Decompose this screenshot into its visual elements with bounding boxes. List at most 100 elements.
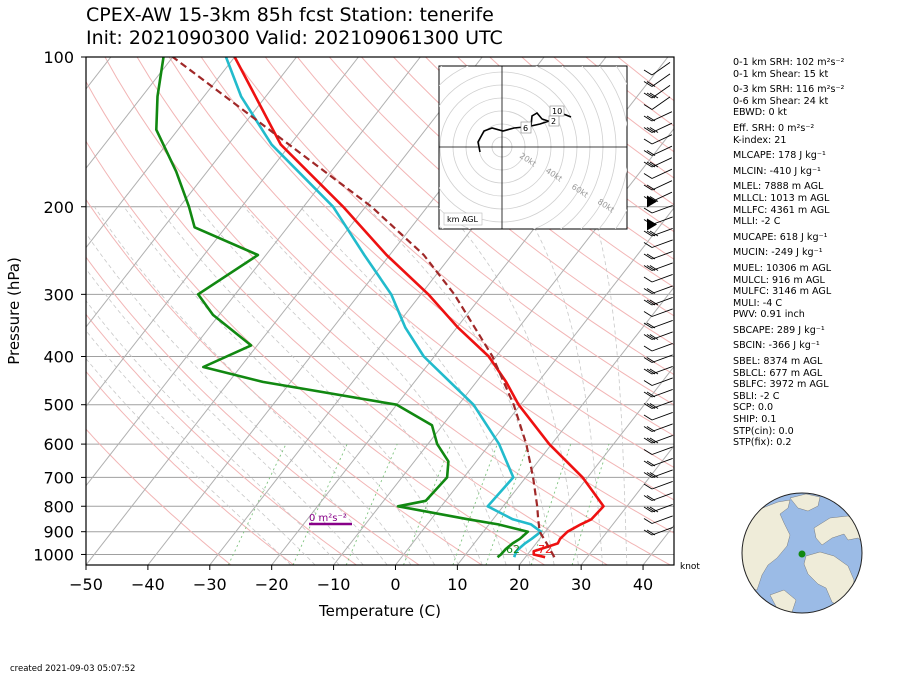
stat-line: MLCAPE: 178 J kg⁻¹ [733,150,826,162]
dry-adiabat [86,198,483,565]
wind-barb [643,366,673,375]
surface-temperature-label: 72 [538,543,552,556]
wind-barb-staff [651,73,671,87]
wind-barb-feather [649,127,659,133]
wind-barb [643,285,673,294]
wind-barb [643,228,673,237]
surface-dewpoint-label: 62 [506,543,520,556]
wind-barb-feather [643,426,653,432]
moist-adiabat [157,206,459,565]
wind-barb-feather [646,253,656,260]
wind-barb-staff [651,435,673,444]
wind-barb-feather [646,92,656,99]
stat-line: EBWD: 0 kt [733,107,787,119]
wind-barb-staff [651,504,673,513]
dry-adiabat [329,57,674,346]
dry-adiabat [136,57,674,534]
wind-barb-feather [643,322,653,329]
wind-barb-feather [646,368,656,375]
y-tick-label: 1000 [33,545,74,564]
parcel-profile [172,57,556,558]
x-tick-label: −20 [255,575,289,594]
wind-barb [643,145,673,156]
y-axis-label: Pressure (hPa) [5,257,23,365]
wind-barb [643,262,673,271]
wind-barb-feather [646,506,656,513]
wind-barb [643,205,673,214]
wind-barb-feather [649,437,659,444]
x-axis-label: Temperature (C) [318,602,441,620]
wind-barb-staff [651,145,673,156]
hodo-marker-6: 6 [523,124,528,133]
wind-barb-feather [649,299,659,306]
hodo-marker-2: 2 [551,117,556,126]
wind-barb-feather [643,437,653,444]
wind-barb-feather [643,299,653,306]
wind-barb-staff [651,262,673,271]
wind-barb-feather [643,403,653,409]
isotherm [395,207,674,565]
wind-barb-feather [646,299,656,306]
x-tick-label: −50 [69,575,103,594]
wind-barb [643,96,671,110]
wind-unit-label: knot [680,562,700,572]
wind-barb-feather [643,173,653,179]
x-tick-label: −40 [131,575,165,594]
wind-barb-feather [643,92,653,99]
wind-barb [643,446,673,455]
dewpoint-profile [155,57,530,559]
mixing-ratio-line [403,443,452,565]
wind-barb [643,274,673,283]
dry-adiabat [264,57,674,406]
wind-barb [643,297,673,306]
isotherm [86,57,359,408]
stat-line: 0-1 km SRH: 102 m²s⁻² [733,57,845,68]
wind-barb-staff [651,412,673,421]
wind-barb-feather [643,230,653,237]
wind-barb-feather [646,334,656,340]
wind-barb-feather [646,184,656,191]
moist-adiabat [243,206,507,565]
wind-barb-feather [643,81,653,87]
wind-barb-feather [649,368,659,375]
wind-barb [643,400,673,409]
wind-barb [643,423,673,432]
stat-line: SBLCL: 677 m AGL [733,367,823,379]
wind-barb [643,527,673,536]
wind-barb-feather [646,288,656,294]
wind-barb-staff [651,458,673,467]
mixing-ratio-line [452,443,498,565]
dry-adiabat [86,313,357,565]
wind-barb-feather [643,391,653,398]
location-globe [741,492,863,614]
moist-adiabat [86,268,364,565]
x-tick-label: 10 [447,575,467,594]
wind-barb-feather [649,196,659,202]
wetbulb-profile [224,57,543,558]
wind-barb-staff [651,389,673,398]
y-tick-label: 100 [43,48,74,67]
wind-barb-staff [651,354,673,363]
wind-barb [643,458,673,467]
moist-adiabat [86,358,292,565]
x-tick-label: −10 [317,575,351,594]
wind-barb [643,412,673,421]
wind-barb [643,331,673,340]
wind-barb [643,73,671,87]
isotherm [86,57,236,249]
wind-barb-feather [643,483,653,490]
wind-barb-feather [646,265,656,271]
wind-barb-feather [643,138,653,145]
stat-line: SBLFC: 3972 m AGL [733,379,829,391]
wind-barb [643,469,673,478]
wind-barb-pennant [647,218,657,231]
x-tick-label: 40 [633,575,653,594]
wind-barb [643,308,673,317]
wind-barb-staff [651,481,673,490]
wind-barb-feather [643,288,653,294]
wind-barb-feather [649,334,659,340]
wind-barb-feather [643,449,653,455]
dry-adiabat [168,57,674,501]
wind-barb-pennant [647,195,657,208]
